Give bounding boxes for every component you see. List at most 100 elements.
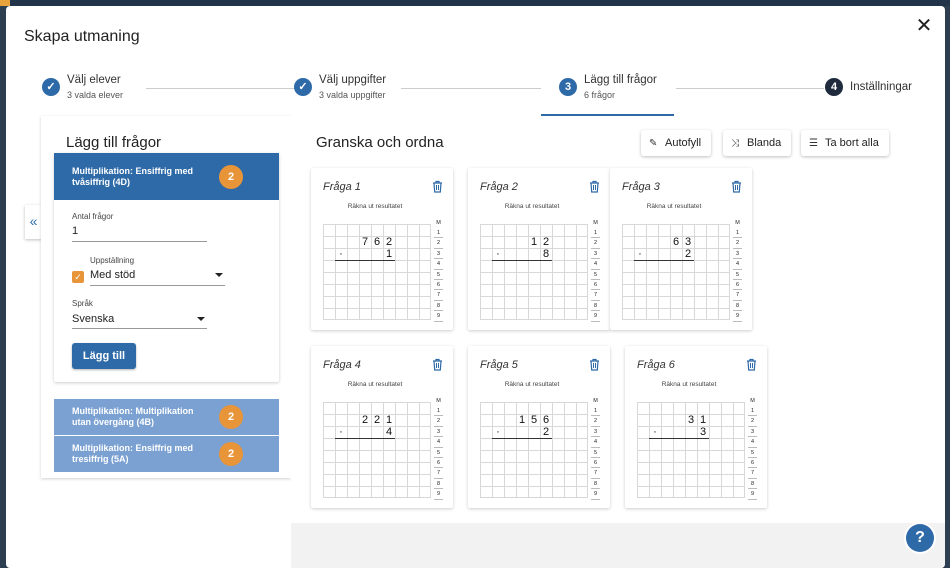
trash-icon[interactable]	[731, 180, 742, 193]
memory-cell[interactable]: 1	[591, 406, 600, 417]
help-icon[interactable]: ?	[906, 524, 934, 552]
memory-cell[interactable]: 9	[733, 311, 742, 322]
question-card[interactable]: Fråga 2 Räkna ut resultatet 1 2 · 8 M 1 2 3 4 5 6 7 8 9	[468, 168, 610, 330]
memory-cell[interactable]: 3	[748, 427, 757, 438]
memory-cell[interactable]: 4	[434, 437, 443, 448]
question-card[interactable]: Fråga 3 Räkna ut resultatet 6 3 · 2 M 1 2 3 4 5 6 7 8 9	[610, 168, 752, 330]
autofill-button[interactable]: ✎ Autofyll	[641, 130, 712, 156]
chevron-down-icon[interactable]	[197, 317, 205, 321]
memory-cell[interactable]: 9	[591, 489, 600, 500]
question-instruction: Räkna ut resultatet	[347, 381, 403, 388]
sum-line	[634, 260, 694, 261]
memory-cell[interactable]: 6	[733, 280, 742, 291]
count-input[interactable]: 1	[72, 225, 79, 237]
memory-cell[interactable]: 6	[591, 280, 600, 291]
memory-cell[interactable]: 2	[591, 416, 600, 427]
memory-cell[interactable]: 7	[591, 290, 600, 301]
layout-checkbox[interactable]: ✓	[72, 271, 84, 283]
sum-line	[492, 260, 552, 261]
memory-cell[interactable]: 4	[748, 437, 757, 448]
language-select[interactable]: Svenska	[72, 313, 115, 325]
memory-cell[interactable]: 2	[748, 416, 757, 427]
memory-cell[interactable]: 6	[434, 458, 443, 469]
layout-select[interactable]: Med stöd	[90, 269, 136, 281]
memory-cell[interactable]: 7	[733, 290, 742, 301]
task-title: Multiplikation: Multiplikation utan över…	[72, 406, 194, 427]
memory-cell[interactable]: 1	[434, 406, 443, 417]
memory-cell[interactable]: 2	[434, 416, 443, 427]
question-card[interactable]: Fråga 1 Räkna ut resultatet 7 6 2 · 1 M 1 2 3 4 5 6 7 8…	[311, 168, 453, 330]
memory-cell[interactable]: 4	[591, 437, 600, 448]
calculation-grid[interactable]: 1 5 6 · 2	[480, 402, 588, 498]
step-add-questions[interactable]: 3 Lägg till frågor 6 frågor	[559, 74, 679, 114]
memory-cell[interactable]: 9	[748, 489, 757, 500]
memory-cell[interactable]: 9	[434, 489, 443, 500]
task-card[interactable]: Multiplikation: Multiplikation utan över…	[54, 399, 279, 435]
memory-cell[interactable]: 9	[591, 311, 600, 322]
step-select-students[interactable]: ✓ Välj elever 3 valda elever	[42, 74, 162, 114]
memory-cell[interactable]: 7	[434, 290, 443, 301]
question-card[interactable]: Fråga 6 Räkna ut resultatet 3 1 · 3 M 1 2 3 4 5 6 7 8 9	[625, 346, 767, 508]
memory-cell[interactable]: 5	[434, 270, 443, 280]
task-card-header[interactable]: Multiplikation: Ensiffrig med tvåsiffrig…	[54, 153, 279, 200]
memory-cell[interactable]: 8	[591, 301, 600, 312]
memory-cell[interactable]: 6	[591, 458, 600, 469]
memory-cell[interactable]: 8	[733, 301, 742, 312]
memory-cell[interactable]: 3	[434, 427, 443, 438]
memory-cell[interactable]: 4	[434, 259, 443, 270]
memory-cell[interactable]: 8	[434, 301, 443, 312]
memory-cell[interactable]: 3	[591, 249, 600, 260]
memory-cell[interactable]: 1	[748, 406, 757, 417]
memory-cell[interactable]: 8	[748, 479, 757, 490]
digit-cell: 5	[530, 414, 538, 426]
question-card[interactable]: Fråga 5 Räkna ut resultatet 1 5 6 · 2 M 1 2 3 4 5 6 7 8…	[468, 346, 610, 508]
calculation-grid[interactable]: 7 6 2 · 1	[323, 224, 431, 320]
memory-cell[interactable]: 1	[591, 228, 600, 239]
memory-cell[interactable]: 1	[434, 228, 443, 239]
memory-cell[interactable]: 9	[434, 311, 443, 322]
step-sub: 3 valda elever	[67, 90, 124, 100]
memory-cell[interactable]: 7	[434, 468, 443, 479]
memory-cell[interactable]: 2	[591, 238, 600, 249]
memory-cell[interactable]: 3	[591, 427, 600, 438]
trash-icon[interactable]	[432, 358, 443, 371]
memory-cell[interactable]: 8	[591, 479, 600, 490]
memory-cell[interactable]: 5	[434, 448, 443, 458]
memory-cell[interactable]: 5	[733, 270, 742, 280]
collapse-panel-icon[interactable]: «	[25, 205, 42, 239]
memory-cell[interactable]: 1	[733, 228, 742, 239]
remove-all-button[interactable]: ☰ Ta bort alla	[801, 130, 889, 156]
memory-cell[interactable]: 4	[591, 259, 600, 270]
question-title: Fråga 5	[480, 359, 518, 371]
memory-cell[interactable]: 5	[591, 270, 600, 280]
trash-icon[interactable]	[589, 180, 600, 193]
memory-cell[interactable]: 8	[434, 479, 443, 490]
memory-cell[interactable]: 6	[434, 280, 443, 291]
memory-cell[interactable]: 4	[733, 259, 742, 270]
memory-cell[interactable]: 2	[434, 238, 443, 249]
calculation-grid[interactable]: 1 2 · 8	[480, 224, 588, 320]
calculation-grid[interactable]: 6 3 · 2	[622, 224, 730, 320]
question-card[interactable]: Fråga 4 Räkna ut resultatet 2 2 1 · 4 M 1 2 3 4 5 6 7 8…	[311, 346, 453, 508]
memory-cell[interactable]: 6	[748, 458, 757, 469]
close-icon[interactable]: ✕	[915, 15, 933, 37]
memory-cell[interactable]: 5	[748, 448, 757, 458]
shuffle-button[interactable]: ⤨ Blanda	[723, 130, 792, 156]
shuffle-icon: ⤨	[731, 138, 739, 149]
memory-cell[interactable]: 7	[591, 468, 600, 479]
trash-icon[interactable]	[432, 180, 443, 193]
memory-cell[interactable]: 7	[748, 468, 757, 479]
memory-cell[interactable]: 3	[434, 249, 443, 260]
chevron-down-icon[interactable]	[215, 273, 223, 277]
task-card[interactable]: Multiplikation: Ensiffrig med tresiffrig…	[54, 436, 279, 472]
memory-cell[interactable]: 2	[733, 238, 742, 249]
trash-icon[interactable]	[746, 358, 757, 371]
memory-cell[interactable]: 5	[591, 448, 600, 458]
step-settings[interactable]: 4 Inställningar	[825, 74, 935, 114]
add-button[interactable]: Lägg till	[72, 343, 136, 369]
trash-icon[interactable]	[589, 358, 600, 371]
calculation-grid[interactable]: 2 2 1 · 4	[323, 402, 431, 498]
calculation-grid[interactable]: 3 1 · 3	[637, 402, 745, 498]
memory-cell[interactable]: 3	[733, 249, 742, 260]
step-select-tasks[interactable]: ✓ Välj uppgifter 3 valda uppgifter	[294, 74, 414, 114]
